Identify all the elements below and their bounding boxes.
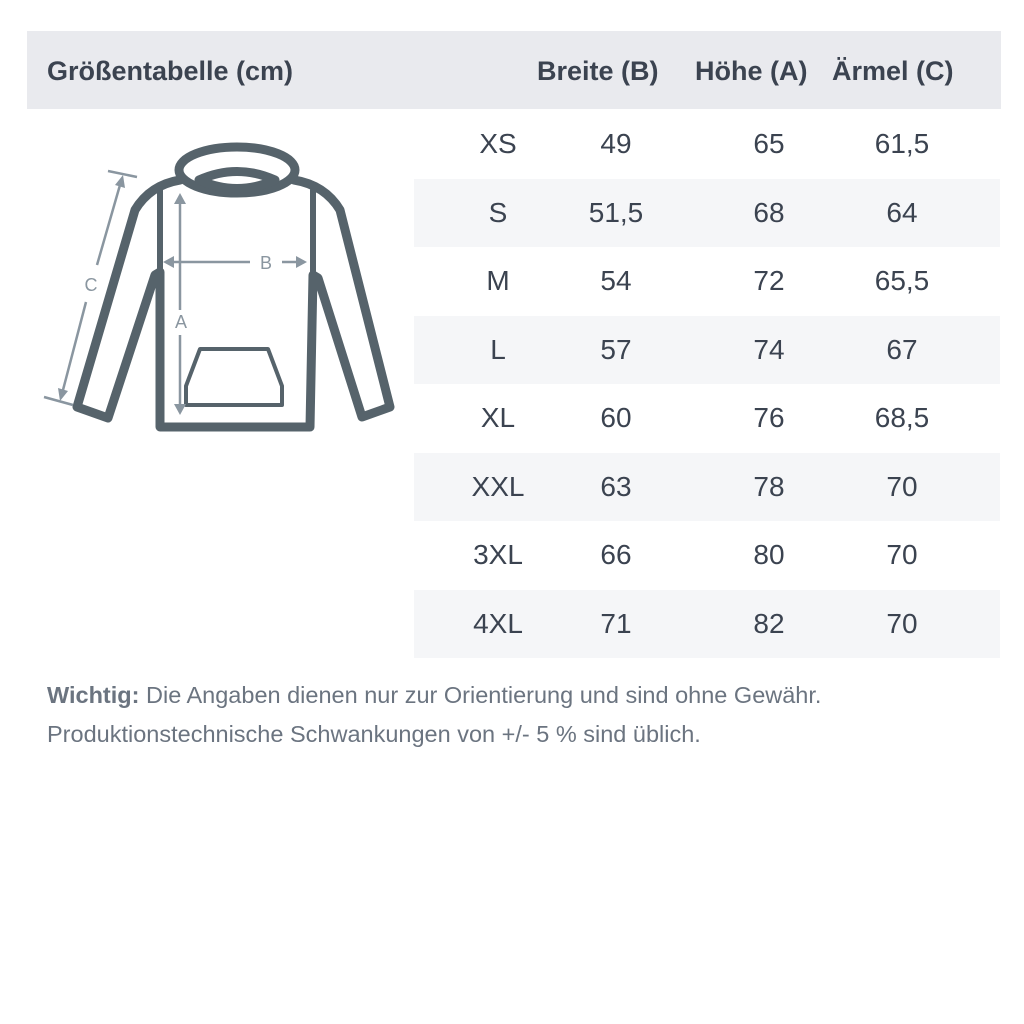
size-cell: 4XL — [473, 607, 523, 639]
height-cell: 68 — [753, 196, 785, 228]
width-cell: 51,5 — [588, 196, 644, 228]
note-line2: Produktionstechnische Schwankungen von +… — [47, 721, 701, 747]
table-row: L 57 74 67 — [414, 315, 1000, 384]
height-cell: 80 — [753, 539, 785, 570]
disclaimer-note: Wichtig: Die Angaben dienen nur zur Orie… — [47, 676, 821, 754]
height-cell: 72 — [753, 265, 785, 296]
sleeve-cell: 68,5 — [874, 402, 930, 433]
table-row: XL 60 76 68,5 — [414, 384, 1000, 453]
column-header-sleeve: Ärmel (C) — [832, 56, 954, 86]
sleeve-cell: 70 — [886, 607, 918, 639]
table-row: 3XL 66 80 70 — [414, 521, 1000, 590]
size-cell: M — [486, 265, 510, 296]
pocket — [184, 347, 284, 407]
hood-inner — [194, 167, 280, 193]
height-cell: 65 — [753, 128, 785, 159]
size-cell: XL — [480, 402, 516, 433]
note-line1: Die Angaben dienen nur zur Orientierung … — [139, 682, 822, 708]
size-cell: S — [488, 196, 508, 228]
table-row: 4XL 71 82 70 — [414, 589, 1000, 658]
sleeve-cell: 64 — [886, 196, 918, 228]
size-cell: XS — [479, 128, 517, 159]
sleeve-cell: 61,5 — [874, 128, 930, 159]
sleeve-cell: 70 — [886, 539, 918, 570]
sleeve-cell: 67 — [886, 333, 918, 365]
sleeve-cell: 65,5 — [874, 265, 930, 296]
note-bold: Wichtig: — [47, 682, 140, 708]
height-cell: 74 — [753, 333, 785, 365]
size-cell: XXL — [471, 470, 525, 502]
width-cell: 57 — [600, 333, 632, 365]
page-title: Größentabelle (cm) — [47, 56, 294, 86]
table-row: XXL 63 78 70 — [414, 452, 1000, 521]
hoodie-icon: A B C — [43, 142, 395, 432]
size-cell: 3XL — [473, 539, 523, 570]
label-b: B — [260, 253, 272, 273]
height-cell: 78 — [753, 470, 785, 502]
size-table: XS 49 65 61,5 S 51,5 68 64 M 54 72 65,5 L 57 74 67 XL 60 7… — [414, 110, 1000, 658]
label-c: C — [85, 275, 98, 295]
sleeve-cell: 70 — [886, 470, 918, 502]
width-cell: 71 — [600, 607, 632, 639]
width-cell: 63 — [600, 470, 632, 502]
width-cell: 54 — [600, 265, 632, 296]
table-row: M 54 72 65,5 — [414, 247, 1000, 316]
height-cell: 76 — [753, 402, 785, 433]
table-row: S 51,5 68 64 — [414, 178, 1000, 247]
table-row: XS 49 65 61,5 — [414, 110, 1000, 179]
width-cell: 60 — [600, 402, 632, 433]
column-header-width: Breite (B) — [537, 56, 659, 86]
hoodie-body — [72, 175, 395, 432]
label-a: A — [175, 312, 187, 332]
column-header-height: Höhe (A) — [695, 56, 808, 86]
height-cell: 82 — [753, 607, 785, 639]
width-cell: 49 — [600, 128, 632, 159]
width-cell: 66 — [600, 539, 632, 570]
size-cell: L — [490, 333, 506, 365]
table-header — [27, 31, 1001, 109]
